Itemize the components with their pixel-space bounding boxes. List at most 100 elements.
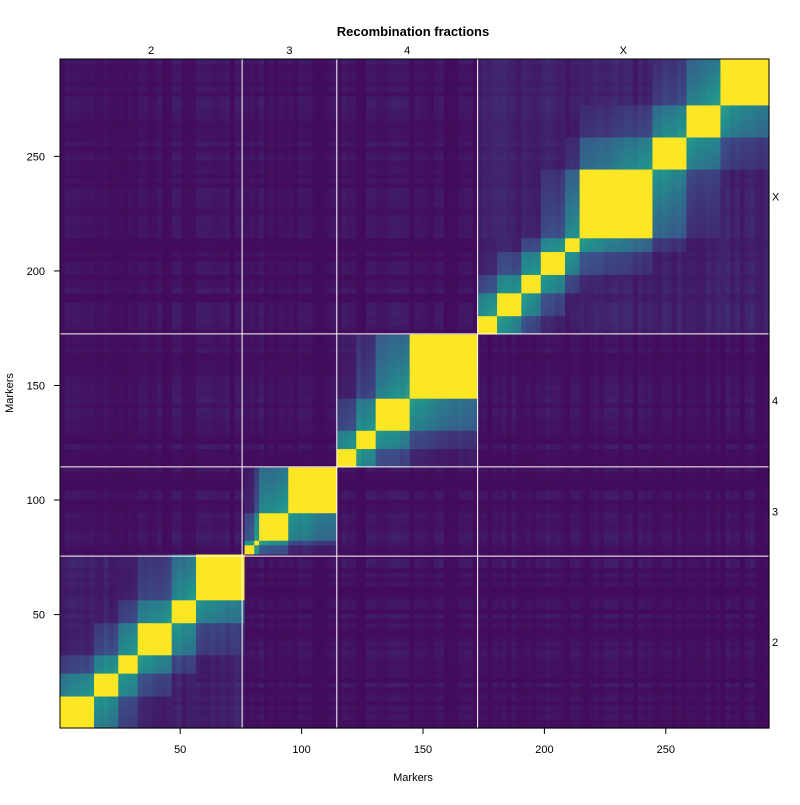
heatmap-cell xyxy=(361,714,366,719)
heatmap-cell xyxy=(113,646,118,651)
heatmap-cell xyxy=(288,623,293,628)
heatmap-cell xyxy=(575,572,580,577)
heatmap-cell xyxy=(220,632,225,637)
heatmap-cell xyxy=(94,627,99,632)
heatmap-cell xyxy=(220,600,225,605)
heatmap-cell xyxy=(648,678,653,683)
heatmap-cell xyxy=(390,613,395,618)
heatmap-cell xyxy=(662,636,667,641)
heatmap-cell xyxy=(128,595,133,600)
heatmap-cell xyxy=(308,641,313,646)
heatmap-cell xyxy=(366,719,371,724)
heatmap-cell xyxy=(390,655,395,660)
heatmap-cell xyxy=(691,668,696,673)
heatmap-cell xyxy=(502,691,507,696)
heatmap-cell xyxy=(419,696,424,701)
heatmap-cell xyxy=(516,678,521,683)
heatmap-cell xyxy=(536,646,541,651)
heatmap-cell xyxy=(594,581,599,586)
heatmap-cell xyxy=(123,678,128,683)
heatmap-cell xyxy=(390,659,395,664)
heatmap-cell xyxy=(371,678,376,683)
heatmap-cell xyxy=(366,687,371,692)
heatmap-cell xyxy=(201,646,206,651)
heatmap-cell xyxy=(415,609,420,614)
heatmap-cell xyxy=(317,646,322,651)
heatmap-cell xyxy=(366,696,371,701)
heatmap-cell xyxy=(196,609,201,614)
heatmap-cell xyxy=(546,591,551,596)
heatmap-cell xyxy=(720,595,725,600)
heatmap-cell xyxy=(565,632,570,637)
heatmap-cell xyxy=(376,632,381,637)
heatmap-cell xyxy=(609,696,614,701)
heatmap-cell xyxy=(652,687,657,692)
heatmap-cell xyxy=(337,705,342,710)
heatmap-cell xyxy=(157,613,162,618)
heatmap-cell xyxy=(750,577,755,582)
heatmap-cell xyxy=(735,609,740,614)
heatmap-cell xyxy=(79,646,84,651)
heatmap-cell xyxy=(351,595,356,600)
heatmap-cell xyxy=(70,636,75,641)
heatmap-cell xyxy=(502,591,507,596)
heatmap-cell xyxy=(521,591,526,596)
heatmap-cell xyxy=(351,659,356,664)
heatmap-cell xyxy=(303,641,308,646)
heatmap-cell xyxy=(502,664,507,669)
heatmap-cell xyxy=(128,591,133,596)
heatmap-cell xyxy=(580,714,585,719)
heatmap-cell xyxy=(448,687,453,692)
heatmap-cell xyxy=(249,691,254,696)
heatmap-cell xyxy=(327,668,332,673)
heatmap-cell xyxy=(118,714,123,719)
heatmap-cell xyxy=(686,618,691,623)
heatmap-cell xyxy=(740,673,745,678)
heatmap-cell xyxy=(492,623,497,628)
heatmap-cell xyxy=(745,572,750,577)
heatmap-cell xyxy=(269,696,274,701)
heatmap-cell xyxy=(531,673,536,678)
heatmap-cell xyxy=(245,595,250,600)
heatmap-cell xyxy=(750,668,755,673)
heatmap-cell xyxy=(347,632,352,637)
heatmap-cell xyxy=(283,627,288,632)
heatmap-cell xyxy=(652,595,657,600)
heatmap-cell xyxy=(313,600,318,605)
heatmap-cell xyxy=(725,719,730,724)
heatmap-cell xyxy=(167,618,172,623)
heatmap-cell xyxy=(60,650,65,655)
heatmap-cell xyxy=(575,618,580,623)
heatmap-cell xyxy=(507,678,512,683)
heatmap-cell xyxy=(628,586,633,591)
heatmap-cell xyxy=(206,673,211,678)
heatmap-cell xyxy=(686,673,691,678)
heatmap-cell xyxy=(405,609,410,614)
heatmap-cell xyxy=(638,719,643,724)
heatmap-cell xyxy=(230,696,235,701)
heatmap-cell xyxy=(759,678,764,683)
heatmap-cell xyxy=(594,636,599,641)
heatmap-cell xyxy=(371,641,376,646)
heatmap-cell xyxy=(735,668,740,673)
heatmap-cell xyxy=(599,696,604,701)
heatmap-cell xyxy=(220,673,225,678)
heatmap-cell xyxy=(531,600,536,605)
heatmap-cell xyxy=(65,655,70,660)
heatmap-cell xyxy=(400,650,405,655)
heatmap-cell xyxy=(230,705,235,710)
heatmap-cell xyxy=(143,719,148,724)
chromosome-labels-top: 234X xyxy=(148,45,628,57)
heatmap-cell xyxy=(215,696,220,701)
heatmap-cell xyxy=(672,719,677,724)
heatmap-cell xyxy=(643,710,648,715)
heatmap-cell xyxy=(65,586,70,591)
heatmap-cell xyxy=(109,705,114,710)
heatmap-cell xyxy=(701,673,706,678)
heatmap-cell xyxy=(138,581,143,586)
heatmap-cell xyxy=(434,668,439,673)
heatmap-cell xyxy=(254,600,259,605)
heatmap-cell xyxy=(356,595,361,600)
heatmap-cell xyxy=(206,627,211,632)
heatmap-cell xyxy=(759,646,764,651)
